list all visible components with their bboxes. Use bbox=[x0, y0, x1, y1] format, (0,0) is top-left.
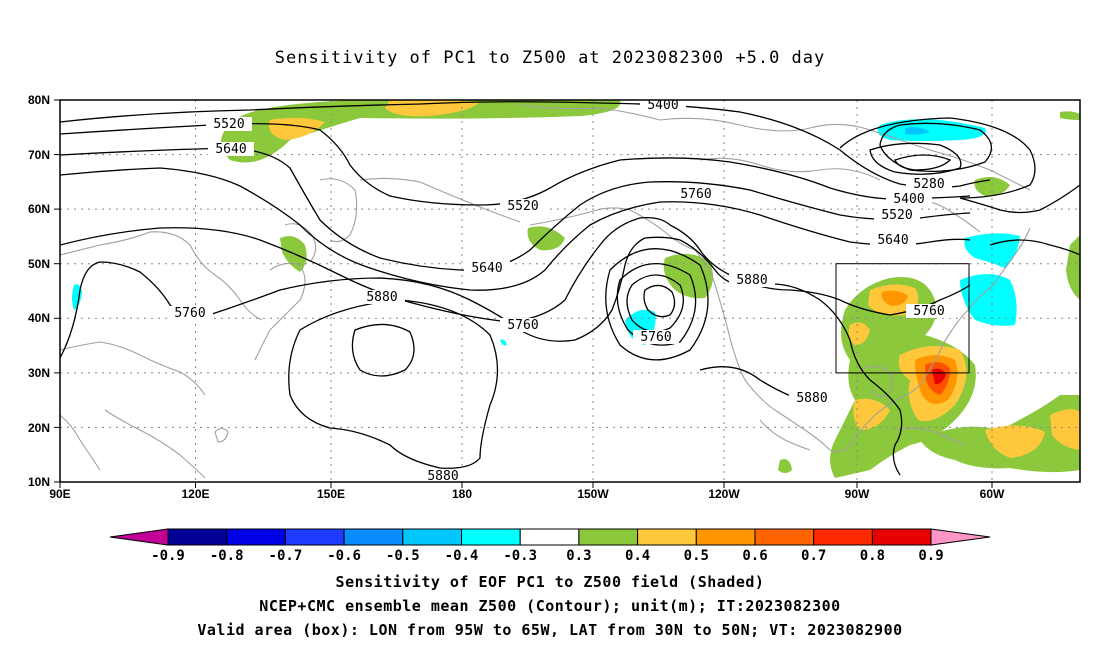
contour-label: 5880 bbox=[420, 469, 466, 484]
map-title: Sensitivity of PC1 to Z500 at 2023082300… bbox=[274, 48, 826, 68]
colorbar-cell bbox=[226, 528, 286, 546]
colorbar-right-arrow bbox=[930, 528, 991, 546]
map-frame bbox=[59, 99, 1081, 483]
contour-label: 5760 bbox=[633, 330, 679, 345]
svg-text:5880: 5880 bbox=[366, 290, 397, 305]
colorbar-label: -0.6 bbox=[327, 548, 361, 564]
contour-label: 5400 bbox=[640, 98, 686, 113]
contour-label: 5880 bbox=[729, 273, 775, 288]
colorbar-cell bbox=[284, 528, 345, 546]
colorbar-label: 0.9 bbox=[918, 548, 943, 564]
contour-label: 5760 bbox=[673, 187, 719, 202]
svg-text:5520: 5520 bbox=[213, 117, 244, 132]
valid-area-box bbox=[835, 263, 970, 374]
colorbar-label: 0.4 bbox=[625, 548, 650, 564]
contour-label-group: 5400 5520 5640 5520 5760 5640 5760 5880 … bbox=[167, 98, 952, 484]
contour-label: 5760 bbox=[906, 304, 952, 319]
map-plot-area: 5400 5520 5640 5520 5760 5640 5760 5880 … bbox=[60, 98, 1080, 484]
colorbar-label: -0.4 bbox=[445, 548, 479, 564]
contour-label: 5520 bbox=[500, 199, 546, 214]
lon-tick-label: 60W bbox=[980, 487, 1005, 501]
svg-text:5760: 5760 bbox=[680, 187, 711, 202]
svg-text:5640: 5640 bbox=[215, 142, 246, 157]
lat-tick-label: 20N bbox=[28, 421, 50, 435]
colorbar-cell bbox=[402, 528, 462, 546]
lat-axis-labels: 80N 70N 60N 50N 40N 30N 20N 10N bbox=[28, 93, 50, 489]
colorbar-label: 0.3 bbox=[566, 548, 591, 564]
colorbar-label: -0.9 bbox=[151, 548, 185, 564]
lon-tick-label: 120E bbox=[181, 487, 209, 501]
svg-text:5520: 5520 bbox=[507, 199, 538, 214]
colorbar-cell bbox=[754, 528, 815, 546]
lon-axis-labels: 90E 120E 150E 180 150W 120W 90W 60W bbox=[49, 487, 1005, 501]
colorbar-label: -0.8 bbox=[210, 548, 244, 564]
svg-text:5760: 5760 bbox=[913, 304, 944, 319]
lat-tick-label: 40N bbox=[28, 311, 50, 325]
contour-label: 5880 bbox=[789, 391, 835, 406]
colorbar-label: 0.6 bbox=[742, 548, 767, 564]
lon-tick-label: 90W bbox=[845, 487, 870, 501]
svg-text:5760: 5760 bbox=[507, 318, 538, 333]
colorbar-cell bbox=[813, 528, 873, 546]
caption-line-3: Valid area (box): LON from 95W to 65W, L… bbox=[197, 621, 903, 639]
svg-text:5760: 5760 bbox=[174, 306, 205, 321]
contour-label: 5400 bbox=[886, 192, 932, 207]
lon-tick-label: 150W bbox=[577, 487, 609, 501]
colorbar: -0.9 -0.8 -0.7 -0.6 -0.5 -0.4 -0.3 0.3 0… bbox=[109, 528, 991, 564]
lat-tick-label: 10N bbox=[28, 475, 50, 489]
contour-label: 5640 bbox=[870, 233, 916, 248]
lat-tick-label: 80N bbox=[28, 93, 50, 107]
contour-label: 5280 bbox=[906, 177, 952, 192]
tick-marks bbox=[54, 99, 993, 488]
lat-tick-label: 60N bbox=[28, 202, 50, 216]
contour-label: 5520 bbox=[206, 117, 252, 132]
svg-text:5400: 5400 bbox=[647, 98, 678, 113]
caption-line-1: Sensitivity of EOF PC1 to Z500 field (Sh… bbox=[335, 573, 765, 591]
svg-text:5280: 5280 bbox=[913, 177, 944, 192]
lon-tick-label: 180 bbox=[452, 487, 472, 501]
svg-text:5640: 5640 bbox=[471, 261, 502, 276]
colorbar-label: 0.5 bbox=[684, 548, 709, 564]
colorbar-label: 0.7 bbox=[801, 548, 826, 564]
colorbar-cell bbox=[167, 528, 228, 546]
lon-tick-label: 150E bbox=[317, 487, 345, 501]
svg-text:5880: 5880 bbox=[427, 469, 458, 484]
colorbar-cell bbox=[695, 528, 756, 546]
colorbar-cell bbox=[637, 528, 697, 546]
colorbar-cell bbox=[461, 528, 521, 546]
svg-text:5400: 5400 bbox=[893, 192, 924, 207]
contour-label: 5520 bbox=[874, 208, 920, 223]
colorbar-label: -0.3 bbox=[503, 548, 537, 564]
lat-tick-label: 50N bbox=[28, 257, 50, 271]
contour-label: 5760 bbox=[167, 306, 213, 321]
svg-text:5760: 5760 bbox=[640, 330, 671, 345]
colorbar-label: 0.8 bbox=[860, 548, 885, 564]
colorbar-label: -0.7 bbox=[269, 548, 303, 564]
colorbar-cell bbox=[519, 528, 580, 546]
contour-label: 5760 bbox=[500, 318, 546, 333]
lat-tick-label: 30N bbox=[28, 366, 50, 380]
svg-text:5640: 5640 bbox=[877, 233, 908, 248]
svg-text:5880: 5880 bbox=[796, 391, 827, 406]
svg-text:5880: 5880 bbox=[736, 273, 767, 288]
lon-tick-label: 90E bbox=[49, 487, 70, 501]
coastlines bbox=[60, 104, 1031, 479]
colorbar-cell bbox=[578, 528, 639, 546]
colorbar-cell bbox=[343, 528, 404, 546]
contour-label: 5640 bbox=[464, 261, 510, 276]
lat-tick-label: 70N bbox=[28, 148, 50, 162]
colorbar-left-arrow bbox=[109, 528, 169, 546]
colorbar-label: -0.5 bbox=[386, 548, 420, 564]
contour-label: 5880 bbox=[359, 290, 405, 305]
caption-line-2: NCEP+CMC ensemble mean Z500 (Contour); u… bbox=[259, 597, 841, 615]
colorbar-cell bbox=[871, 528, 932, 546]
lon-tick-label: 120W bbox=[708, 487, 740, 501]
contour-label: 5640 bbox=[208, 142, 254, 157]
svg-text:5520: 5520 bbox=[881, 208, 912, 223]
shading-positive bbox=[221, 100, 1080, 478]
